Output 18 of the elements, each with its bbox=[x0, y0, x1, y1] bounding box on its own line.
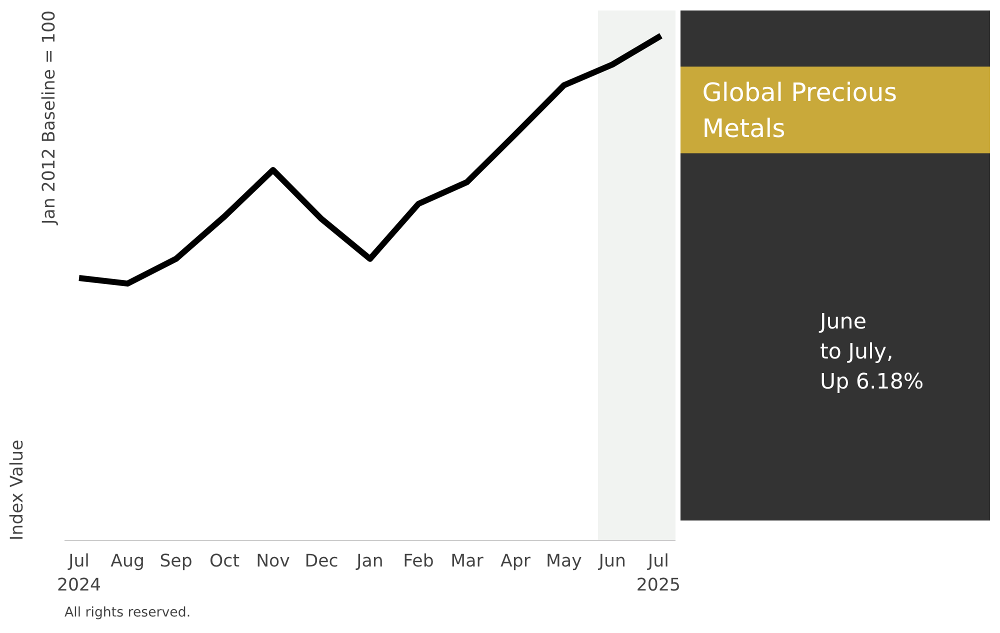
x-tick-label: Apr bbox=[500, 552, 532, 572]
x-tick-label: Oct bbox=[210, 552, 240, 572]
text: Jan 2012 Baseline = 100 bbox=[40, 10, 60, 226]
y-axis-title: Index Value bbox=[8, 440, 28, 540]
x-tick-label: Feb bbox=[403, 552, 434, 572]
x-tick-label: Mar bbox=[450, 552, 484, 572]
text: Global Precious Metals bbox=[702, 76, 898, 143]
x-tick-label: Sep bbox=[160, 552, 192, 572]
x-tick-label: Jun bbox=[598, 552, 626, 572]
text: All rights reserved. bbox=[64, 606, 191, 620]
x-tick-label: May bbox=[546, 552, 582, 572]
text: June to July, Up 6.18% bbox=[818, 310, 924, 395]
x-tick-label: Dec bbox=[304, 552, 338, 572]
x-tick-label: Jul 2024 bbox=[57, 552, 102, 596]
x-tick-label: Jul 2025 bbox=[636, 552, 681, 596]
x-tick-label: Aug bbox=[110, 552, 144, 572]
x-tick-label: Jan bbox=[356, 552, 384, 572]
x-tick-label: Nov bbox=[256, 552, 290, 572]
